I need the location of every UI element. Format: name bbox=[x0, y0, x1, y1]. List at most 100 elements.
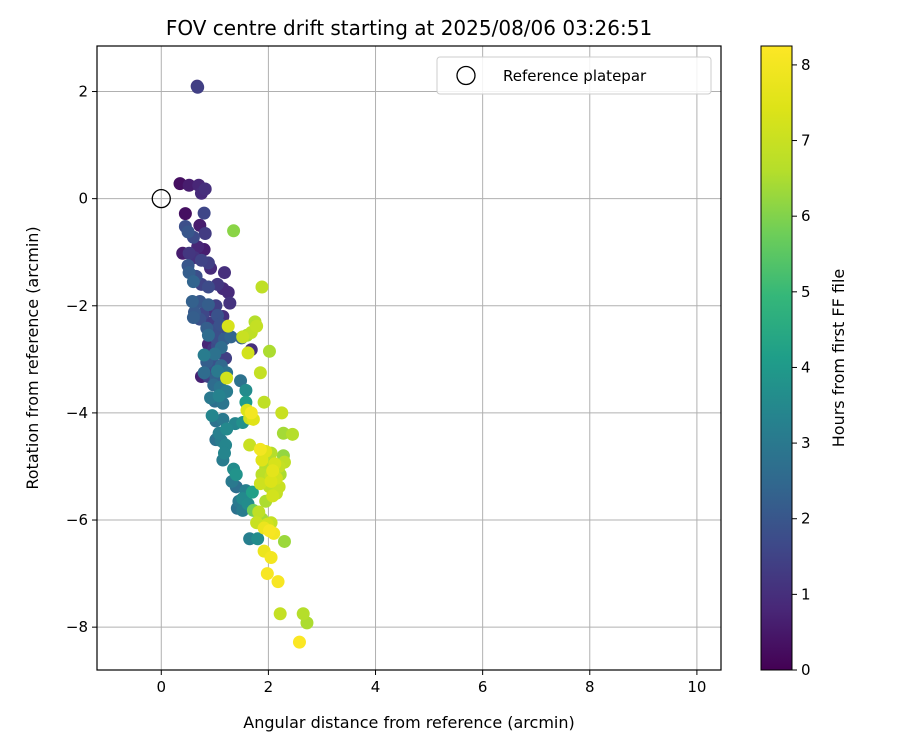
data-point bbox=[251, 532, 265, 546]
data-point bbox=[201, 298, 215, 312]
data-point bbox=[257, 395, 271, 409]
colorbar-label: Hours from first FF file bbox=[829, 269, 848, 448]
data-point bbox=[186, 275, 200, 289]
data-point bbox=[253, 477, 267, 491]
colorbar-tick-label: 5 bbox=[801, 283, 811, 301]
x-axis-label: Angular distance from reference (arcmin) bbox=[243, 713, 574, 732]
x-tick-label: 4 bbox=[371, 678, 381, 696]
data-point bbox=[271, 575, 285, 589]
x-tick-label: 0 bbox=[157, 678, 167, 696]
data-point bbox=[208, 347, 222, 361]
colorbar-ticks: 0 1 2 3 4 5 6 7 8 bbox=[792, 56, 811, 679]
data-point bbox=[212, 389, 226, 403]
data-point bbox=[186, 311, 200, 325]
data-point bbox=[182, 246, 196, 260]
data-point bbox=[217, 266, 231, 280]
data-point bbox=[221, 319, 235, 333]
x-tick-label: 6 bbox=[478, 678, 488, 696]
data-point bbox=[255, 453, 269, 467]
data-point bbox=[201, 280, 215, 294]
data-point bbox=[244, 406, 258, 420]
data-point bbox=[273, 607, 287, 621]
chart-title: FOV centre drift starting at 2025/08/06 … bbox=[166, 16, 652, 40]
data-point bbox=[220, 422, 234, 436]
data-point bbox=[197, 366, 211, 380]
data-point bbox=[194, 253, 208, 267]
data-point bbox=[253, 442, 267, 456]
colorbar-tick-label: 7 bbox=[801, 132, 811, 150]
data-point bbox=[221, 285, 235, 299]
y-tick-label: −4 bbox=[66, 404, 88, 422]
x-tick-label: 10 bbox=[687, 678, 706, 696]
colorbar-tick-label: 3 bbox=[801, 434, 811, 452]
legend-box bbox=[436, 56, 712, 95]
y-tick-label: −6 bbox=[66, 511, 88, 529]
colorbar-tick-label: 4 bbox=[801, 358, 811, 376]
data-point bbox=[236, 330, 250, 344]
colorbar-tick-label: 0 bbox=[801, 661, 811, 679]
data-point bbox=[201, 328, 215, 342]
data-point bbox=[255, 280, 269, 294]
data-point bbox=[239, 383, 253, 397]
data-point bbox=[223, 296, 237, 310]
data-point bbox=[264, 551, 278, 565]
data-point bbox=[185, 294, 199, 308]
data-point bbox=[227, 224, 241, 238]
data-point bbox=[182, 178, 196, 192]
data-point bbox=[243, 438, 257, 452]
data-point bbox=[275, 406, 289, 420]
data-point bbox=[241, 346, 255, 360]
legend: Reference platepar bbox=[436, 56, 712, 95]
data-point bbox=[253, 366, 267, 380]
data-point bbox=[292, 635, 306, 649]
data-point bbox=[296, 607, 310, 621]
reference-marker bbox=[151, 189, 171, 209]
data-point bbox=[245, 485, 259, 499]
colorbar-tick-label: 2 bbox=[801, 510, 811, 528]
data-point bbox=[266, 464, 280, 478]
legend-label-reference: Reference platepar bbox=[503, 67, 647, 85]
data-point bbox=[262, 344, 276, 358]
data-point bbox=[191, 80, 205, 94]
data-point bbox=[211, 364, 225, 378]
data-point bbox=[197, 206, 211, 220]
grid bbox=[97, 46, 721, 670]
y-tick-label: −2 bbox=[66, 297, 88, 315]
colorbar: 0 1 2 3 4 5 6 7 8 Hours from first FF file bbox=[760, 45, 848, 679]
data-point bbox=[205, 409, 219, 423]
colorbar-tick-label: 6 bbox=[801, 207, 811, 225]
y-tick-label: 2 bbox=[78, 83, 88, 101]
data-point bbox=[262, 524, 276, 538]
x-tick-label: 8 bbox=[585, 678, 595, 696]
data-point bbox=[234, 374, 248, 388]
data-point bbox=[286, 427, 300, 441]
colorbar-gradient bbox=[760, 45, 793, 671]
y-tick-label: −8 bbox=[66, 618, 88, 636]
y-axis-label: Rotation from reference (arcmin) bbox=[23, 226, 42, 489]
data-point bbox=[181, 225, 195, 239]
y-tick-label: 0 bbox=[78, 190, 88, 208]
x-tick-label: 2 bbox=[264, 678, 274, 696]
data-point bbox=[229, 467, 243, 481]
data-point bbox=[252, 505, 266, 519]
legend-marker-icon bbox=[456, 65, 476, 86]
x-axis-ticks: 0 2 4 6 8 10 bbox=[157, 670, 706, 696]
colorbar-tick-label: 8 bbox=[801, 56, 811, 74]
data-point bbox=[224, 330, 238, 344]
data-point bbox=[198, 182, 212, 196]
data-point bbox=[220, 371, 234, 385]
data-point bbox=[266, 489, 280, 503]
data-point bbox=[197, 348, 211, 362]
data-points bbox=[173, 79, 314, 649]
data-point bbox=[277, 534, 291, 548]
y-axis-ticks: 2 0 −2 −4 −6 −8 bbox=[66, 83, 97, 636]
data-point bbox=[260, 567, 274, 581]
data-point bbox=[217, 446, 231, 460]
data-point bbox=[250, 319, 264, 333]
data-point bbox=[178, 207, 192, 221]
plot-frame bbox=[96, 45, 722, 671]
data-point bbox=[198, 226, 212, 240]
colorbar-tick-label: 1 bbox=[801, 585, 811, 603]
data-point bbox=[264, 474, 278, 488]
